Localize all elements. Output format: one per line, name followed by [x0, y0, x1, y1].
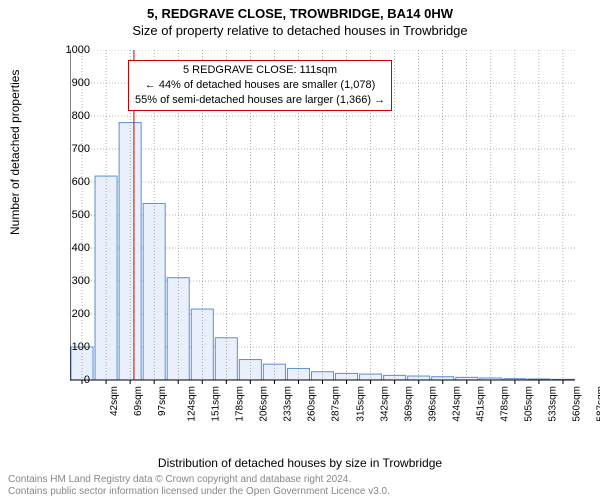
- x-tick-label: 424sqm: [451, 386, 462, 422]
- page-title: 5, REDGRAVE CLOSE, TROWBRIDGE, BA14 0HW: [0, 0, 600, 21]
- callout-line-1: 5 REDGRAVE CLOSE: 111sqm: [135, 63, 385, 78]
- page-subtitle: Size of property relative to detached ho…: [0, 21, 600, 38]
- x-tick-label: 233sqm: [283, 386, 294, 422]
- y-tick-label: 500: [50, 209, 90, 221]
- x-tick-label: 42sqm: [109, 386, 120, 416]
- y-tick-label: 900: [50, 77, 90, 89]
- x-tick-label: 533sqm: [547, 386, 558, 422]
- x-tick-label: 287sqm: [331, 386, 342, 422]
- y-tick-label: 100: [50, 341, 90, 353]
- y-tick-label: 600: [50, 176, 90, 188]
- marker-callout: 5 REDGRAVE CLOSE: 111sqm ← 44% of detach…: [128, 60, 392, 111]
- y-tick-label: 0: [50, 374, 90, 386]
- x-tick-label: 396sqm: [427, 386, 438, 422]
- x-tick-label: 178sqm: [235, 386, 246, 422]
- y-tick-label: 1000: [50, 44, 90, 56]
- callout-line-2: ← 44% of detached houses are smaller (1,…: [135, 78, 385, 93]
- x-tick-label: 97sqm: [157, 386, 168, 416]
- x-tick-label: 206sqm: [259, 386, 270, 422]
- x-tick-label: 451sqm: [475, 386, 486, 422]
- x-tick-label: 260sqm: [307, 386, 318, 422]
- x-tick-label: 587sqm: [596, 386, 600, 422]
- y-tick-label: 700: [50, 143, 90, 155]
- y-axis-label: Number of detached properties: [8, 70, 22, 235]
- y-tick-label: 300: [50, 275, 90, 287]
- x-tick-label: 151sqm: [211, 386, 222, 422]
- x-tick-label: 369sqm: [403, 386, 414, 422]
- x-tick-label: 478sqm: [499, 386, 510, 422]
- y-tick-label: 200: [50, 308, 90, 320]
- y-tick-label: 800: [50, 110, 90, 122]
- footnote: Contains HM Land Registry data © Crown c…: [8, 474, 390, 498]
- footnote-line-2: Contains public sector information licen…: [8, 486, 390, 498]
- x-axis-label: Distribution of detached houses by size …: [0, 456, 600, 470]
- x-tick-label: 124sqm: [187, 386, 198, 422]
- x-tick-label: 315sqm: [355, 386, 366, 422]
- y-tick-label: 400: [50, 242, 90, 254]
- x-tick-label: 69sqm: [133, 386, 144, 416]
- x-tick-label: 505sqm: [523, 386, 534, 422]
- x-tick-label: 560sqm: [572, 386, 583, 422]
- x-tick-label: 342sqm: [379, 386, 390, 422]
- footnote-line-1: Contains HM Land Registry data © Crown c…: [8, 474, 390, 486]
- callout-line-3: 55% of semi-detached houses are larger (…: [135, 93, 385, 108]
